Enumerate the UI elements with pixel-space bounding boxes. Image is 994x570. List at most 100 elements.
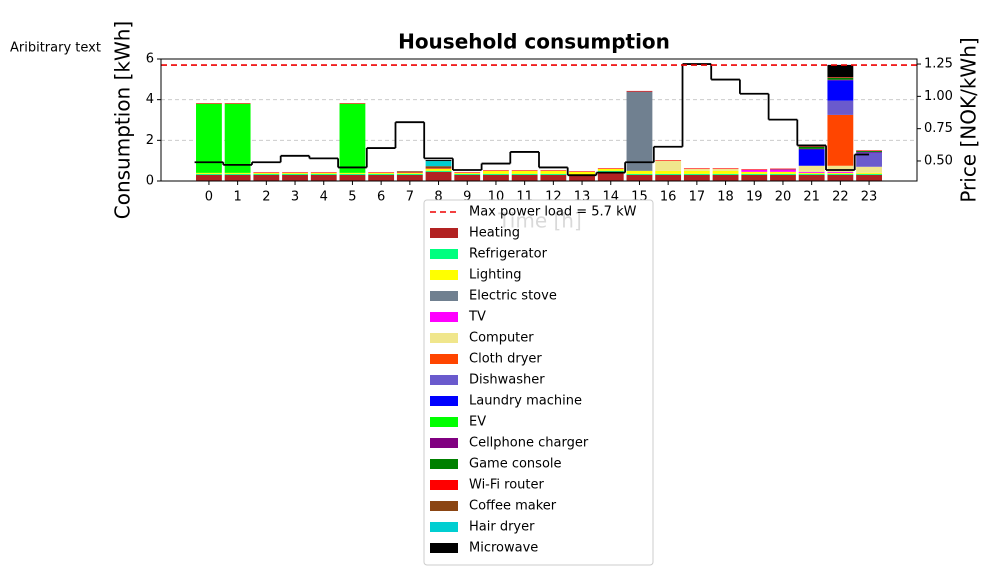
legend-label: Wi-Fi router	[469, 478, 544, 493]
legend-label: Hair dryer	[469, 520, 535, 535]
bar-segment	[511, 170, 538, 174]
bar-segment	[655, 174, 682, 181]
legend-swatch	[430, 312, 458, 322]
bar-segment	[827, 80, 854, 101]
bar-segment	[253, 174, 280, 181]
x-tick-label: 2	[262, 190, 270, 205]
bar-segment	[310, 174, 337, 181]
bar-segment	[368, 173, 395, 175]
bar-segment	[425, 161, 452, 167]
x-tick-label: 23	[861, 190, 878, 205]
bar-segment	[683, 170, 710, 174]
bar-segment	[511, 174, 538, 181]
bar-segment	[396, 171, 423, 173]
bar-segment	[540, 170, 567, 174]
bar-segment	[626, 174, 653, 181]
x-tick-label: 4	[320, 190, 328, 205]
bar-segment	[196, 103, 222, 104]
bar-segment	[655, 160, 682, 171]
bar-segment	[196, 103, 222, 173]
bar-segment	[483, 170, 509, 171]
legend-label: Cloth dryer	[469, 352, 542, 367]
bar-segment	[712, 170, 739, 174]
bar-segment	[569, 175, 595, 181]
bar-segment	[425, 168, 452, 171]
bar-segment	[569, 171, 595, 175]
bar-segment	[396, 172, 423, 174]
bar-segment	[626, 91, 653, 171]
bar-segment	[712, 173, 739, 175]
y2-tick-label: 1.25	[924, 57, 953, 72]
bar-segment	[856, 150, 882, 152]
bar-segment	[712, 168, 739, 169]
bar-segment	[798, 171, 825, 173]
bar-segment	[425, 170, 452, 172]
legend-swatch	[430, 543, 458, 553]
bar-segment	[741, 174, 768, 181]
bar-segment	[396, 173, 423, 175]
bar-segment	[712, 168, 739, 171]
bar-segment	[827, 79, 854, 81]
x-tick-label: 18	[717, 190, 734, 205]
bar-segment	[224, 174, 251, 181]
bar-segment	[454, 173, 481, 175]
note-text: Aribitrary text	[10, 41, 101, 56]
bar-segment	[196, 173, 222, 175]
y2-tick-label: 0.75	[924, 121, 953, 136]
legend-swatch	[430, 249, 458, 259]
bar-segment	[683, 168, 710, 171]
bar-segment	[511, 173, 538, 175]
chart-title: Household consumption	[398, 30, 670, 54]
y-tick-label: 4	[146, 92, 154, 107]
bar-segment	[856, 174, 882, 181]
x-tick-label: 21	[803, 190, 820, 205]
bar-segment	[770, 169, 796, 172]
bar-segment	[683, 174, 710, 181]
legend-label: Heating	[469, 226, 520, 241]
bar-segment	[798, 146, 825, 147]
bar-segment	[224, 103, 251, 104]
bar-segment	[339, 174, 366, 181]
legend-label: Max power load = 5.7 kW	[469, 205, 637, 220]
x-tick-label: 1	[233, 190, 241, 205]
legend-label: Refrigerator	[469, 247, 548, 262]
bar-segment	[597, 168, 624, 169]
bar-segment	[770, 168, 796, 170]
bar-segment	[770, 169, 796, 170]
x-tick-label: 0	[205, 190, 213, 205]
bar-segment	[310, 172, 337, 174]
bar-segment	[856, 166, 882, 173]
bar-segment	[425, 168, 452, 169]
x-tick-label: 20	[775, 190, 792, 205]
bar-segment	[396, 172, 423, 173]
bar-segment	[626, 173, 653, 175]
bar-segment	[368, 174, 395, 181]
bar-segment	[368, 172, 395, 174]
legend-swatch	[430, 480, 458, 490]
x-tick-label: 6	[377, 190, 385, 205]
y-tick-label: 6	[146, 52, 154, 67]
bar-segment	[827, 114, 854, 166]
y-tick-label: 0	[146, 174, 154, 189]
legend-swatch	[430, 438, 458, 448]
x-tick-label: 3	[291, 190, 299, 205]
x-tick-label: 7	[406, 190, 414, 205]
bar-segment	[827, 77, 854, 78]
legend-label: Game console	[469, 457, 562, 472]
bar-segment	[655, 160, 682, 161]
x-tick-label: 19	[746, 190, 763, 205]
bar-segment	[856, 172, 882, 174]
legend-label: TV	[468, 310, 486, 325]
y2-axis-label: Price [NOK/kWh]	[957, 37, 981, 202]
y2-tick-label: 1.00	[924, 89, 953, 104]
bar-segment	[196, 172, 222, 174]
bar-segment	[741, 169, 768, 170]
bar-segment	[626, 90, 653, 92]
bar-segment	[856, 150, 882, 151]
legend-label: Laundry machine	[469, 394, 582, 409]
legend-swatch	[430, 522, 458, 532]
bar-segment	[856, 152, 882, 167]
x-tick-label: 17	[689, 190, 706, 205]
bar-segment	[253, 172, 280, 173]
bar-segment	[253, 173, 280, 175]
